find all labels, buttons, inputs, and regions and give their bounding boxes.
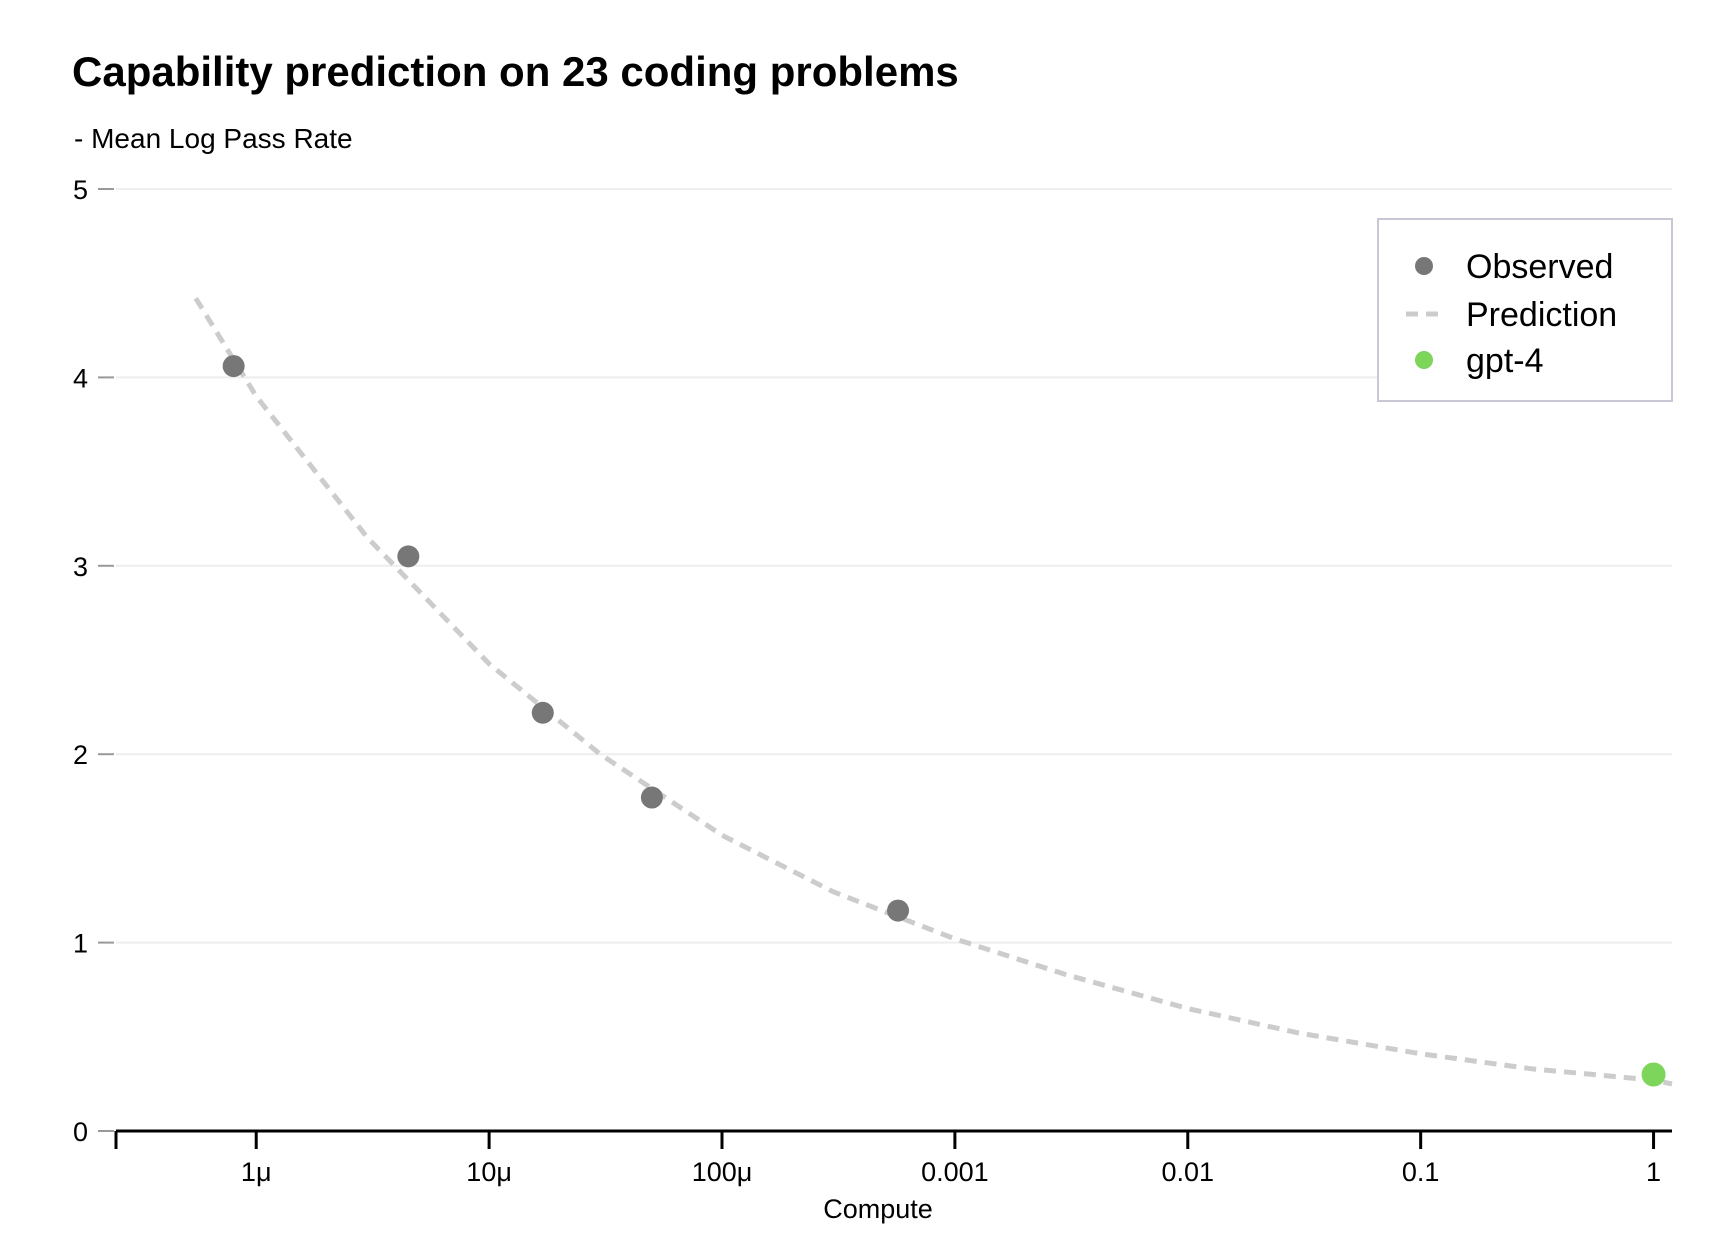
observed-point xyxy=(640,786,663,809)
y-tick-label: 4 xyxy=(73,363,88,393)
chart-subtitle: - Mean Log Pass Rate xyxy=(74,123,353,154)
observed-point xyxy=(222,355,245,378)
observed-point xyxy=(887,899,910,922)
prediction-line xyxy=(193,296,1673,1087)
y-tick-label: 5 xyxy=(73,175,88,205)
prediction-series xyxy=(193,296,1673,1087)
observed-series xyxy=(222,355,910,922)
x-tick-label: 100μ xyxy=(692,1157,753,1187)
x-tick-label: 0.1 xyxy=(1402,1157,1440,1187)
x-tick-label: 10μ xyxy=(466,1157,512,1187)
x-axis: 1μ 10μ 100μ 0.001 0.01 0.1 1 xyxy=(114,1129,1672,1187)
x-tick-label: 1μ xyxy=(241,1157,272,1187)
x-axis-label: Compute xyxy=(823,1194,933,1224)
y-tick-label: 2 xyxy=(73,740,88,770)
legend-box xyxy=(1377,218,1673,402)
chart-title: Capability prediction on 23 coding probl… xyxy=(72,48,959,95)
y-tick-label: 1 xyxy=(73,929,88,959)
legend-marker-observed xyxy=(1415,257,1433,275)
gpt4-series xyxy=(1641,1062,1666,1087)
observed-point xyxy=(397,545,420,568)
legend-label-prediction: Prediction xyxy=(1466,296,1617,334)
x-tick-label: 0.01 xyxy=(1161,1157,1214,1187)
legend-label-observed: Observed xyxy=(1466,248,1613,286)
x-tick-label: 0.001 xyxy=(921,1157,989,1187)
legend-marker-gpt4 xyxy=(1415,351,1433,369)
legend-label-gpt4: gpt-4 xyxy=(1466,342,1544,380)
observed-point xyxy=(531,701,554,724)
legend: Observed Prediction gpt-4 xyxy=(1377,218,1673,402)
x-tick-label: 1 xyxy=(1646,1157,1661,1187)
y-tick-label: 0 xyxy=(73,1117,88,1147)
y-tick-label: 3 xyxy=(73,552,88,582)
y-axis: 0 1 2 3 4 5 xyxy=(73,175,114,1147)
gpt4-point xyxy=(1641,1062,1666,1087)
